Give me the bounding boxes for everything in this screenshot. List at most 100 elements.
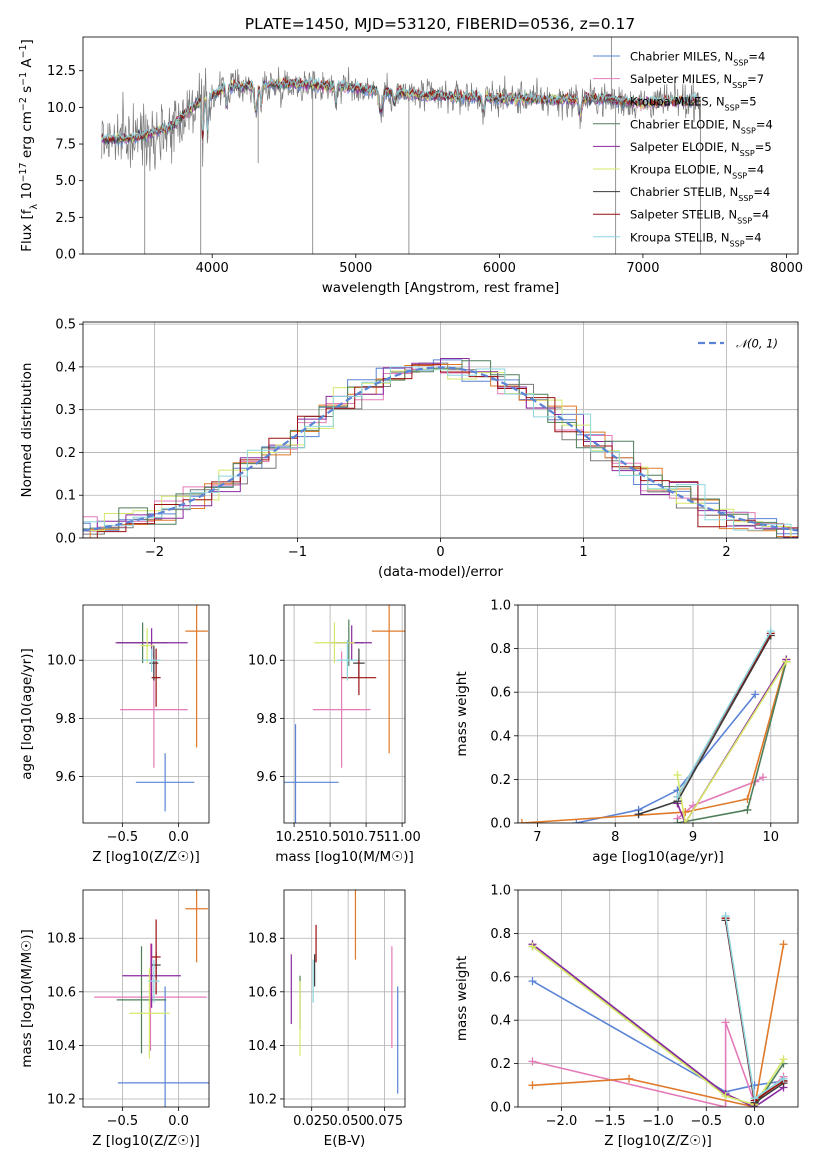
weight-line <box>676 659 787 823</box>
panel-residuals: −2 −1 0 1 2 0.0 0.1 0.2 0.3 0.4 0.5 (data-model)/er… <box>19 318 799 580</box>
x-tick-label: 10 <box>763 830 780 845</box>
weight-line <box>532 945 785 1106</box>
x-tick-label: 10.25 <box>275 830 312 845</box>
weight-marker <box>779 1055 788 1064</box>
y-axis-label: mass weight <box>454 671 470 756</box>
y-tick-label: 0.4 <box>490 1014 511 1029</box>
y-tick-label: 0.2 <box>490 1057 511 1072</box>
legend-label: Salpeter MILES, NSSP=7 <box>630 72 764 90</box>
x-tick-label: −0.5 <box>690 1114 722 1129</box>
weight-marker <box>681 819 690 823</box>
x-tick-label: −0.5 <box>107 1114 139 1129</box>
error-bar-point <box>122 943 181 1008</box>
weight-marker <box>721 912 730 921</box>
legend-label: Salpeter ELODIE, NSSP=5 <box>630 140 772 158</box>
y-tick-label: 1.0 <box>490 884 511 899</box>
weight-marker <box>673 771 682 780</box>
error-bar-point <box>94 943 207 1051</box>
x-axis-label: Z [log10(Z/Z☉)] <box>604 1133 712 1149</box>
error-bar-point <box>116 946 167 1054</box>
legend-label: Chabrier ELODIE, NSSP=4 <box>630 117 773 135</box>
axes-frame <box>82 321 799 539</box>
plot-area <box>518 890 798 1107</box>
legend: Chabrier MILES, NSSP=4 Salpeter MILES, NS… <box>593 50 773 248</box>
y-tick-label: 10.4 <box>248 1039 277 1054</box>
panel-weight_vs_age: 7 8 9 10 0.0 0.2 0.4 0.6 0.8 1.0 age [log10(age/yr… <box>454 599 799 865</box>
y-tick-label: 0.0 <box>55 532 76 547</box>
x-tick-label: 5000 <box>339 261 372 276</box>
legend-label: Chabrier STELIB, NSSP=4 <box>630 185 770 203</box>
axes-frame <box>517 604 799 824</box>
weight-marker <box>750 1094 759 1103</box>
axes-frame <box>82 889 210 1108</box>
x-tick-label: 1 <box>579 545 587 560</box>
x-tick-label: 7000 <box>626 261 659 276</box>
y-axis-label: mass weight <box>454 956 470 1041</box>
panel-age_vs_z: −0.5 0.0 9.6 9.8 10.0 Z [log10(Z/Z☉)] age [log… <box>19 604 210 865</box>
y-tick-label: 10.2 <box>47 1092 76 1107</box>
y-tick-label: 0.6 <box>490 970 511 985</box>
weight-marker <box>759 773 767 782</box>
y-tick-label: 0.0 <box>490 817 511 832</box>
x-axis-label: wavelength [Angstrom, rest frame] <box>322 280 560 296</box>
x-tick-label: −0.5 <box>107 830 139 845</box>
error-bar-point <box>135 753 195 812</box>
weight-series <box>518 655 791 823</box>
y-tick-label: 10.0 <box>248 654 277 669</box>
legend-label: 𝒩(0, 1) <box>736 337 778 351</box>
legend-label: Chabrier MILES, NSSP=4 <box>630 50 765 68</box>
y-tick-label: 0.2 <box>490 773 511 788</box>
error-bar-point <box>371 605 405 754</box>
y-tick-label: 10.6 <box>248 985 277 1000</box>
x-tick-label: −2 <box>145 545 164 560</box>
x-tick-label: 9 <box>689 830 697 845</box>
error-bar-point <box>148 959 160 1003</box>
error-bar-point <box>151 648 161 707</box>
y-tick-label: 1.0 <box>490 599 511 614</box>
panel-mass_vs_ebv: 0.025 0.050 0.075 10.2 10.4 10.6 10.8 E(B-V) <box>248 889 406 1149</box>
x-tick-label: 0.0 <box>744 1114 765 1129</box>
residual-histogram <box>83 368 798 538</box>
error-bar-point <box>284 724 339 823</box>
legend-label: Kroupa MILES, NSSP=5 <box>630 95 757 113</box>
weight-series <box>673 655 791 823</box>
plot-area <box>83 890 209 1107</box>
y-tick-label: 9.6 <box>256 770 277 785</box>
weight-marker <box>528 977 537 986</box>
axes-frame <box>283 604 406 824</box>
x-axis-label: mass [log10(M/M☉)] <box>275 849 414 865</box>
x-axis-label: (data-model)/error <box>378 564 504 580</box>
y-tick-label: 10.8 <box>248 932 277 947</box>
y-tick-label: 0.4 <box>55 360 76 375</box>
reference-gaussian-line <box>83 366 798 532</box>
weight-line <box>521 659 788 823</box>
x-axis-label: Z [log10(Z/Z☉)] <box>92 1133 200 1149</box>
residual-histogram <box>83 360 798 538</box>
error-bar-point <box>142 648 161 672</box>
weight-line <box>576 693 756 823</box>
x-tick-label: −1.0 <box>642 1114 674 1129</box>
x-tick-label: 0.025 <box>293 1114 330 1129</box>
weight-marker <box>572 819 581 823</box>
spectrum-model-line <box>101 76 701 142</box>
weight-marker <box>528 942 537 951</box>
x-tick-label: −1 <box>288 545 307 560</box>
error-bar-point <box>129 967 170 1059</box>
residual-histogram <box>83 366 798 531</box>
x-tick-label: 10.75 <box>347 830 384 845</box>
weight-marker <box>528 1081 537 1090</box>
weight-series <box>572 690 760 823</box>
y-tick-label: 0.1 <box>55 489 76 504</box>
error-bar-point <box>117 986 209 1107</box>
x-axis-label: age [log10(age/yr)] <box>592 849 724 865</box>
weight-marker <box>673 819 682 823</box>
y-tick-label: 7.5 <box>55 138 76 153</box>
weight-line <box>676 630 772 798</box>
spectrum-data-line <box>101 67 701 172</box>
x-tick-label: 0.050 <box>330 1114 367 1129</box>
weight-marker <box>673 792 682 801</box>
error-bar-point <box>312 651 371 768</box>
panel-mass_vs_z: −0.5 0.0 10.2 10.4 10.6 10.8 Z [log10(Z/Z☉)] ma… <box>19 889 210 1149</box>
figure-title: PLATE=1450, MJD=53120, FIBERID=0536, z=0… <box>245 15 635 33</box>
residual-histogram <box>83 362 798 538</box>
